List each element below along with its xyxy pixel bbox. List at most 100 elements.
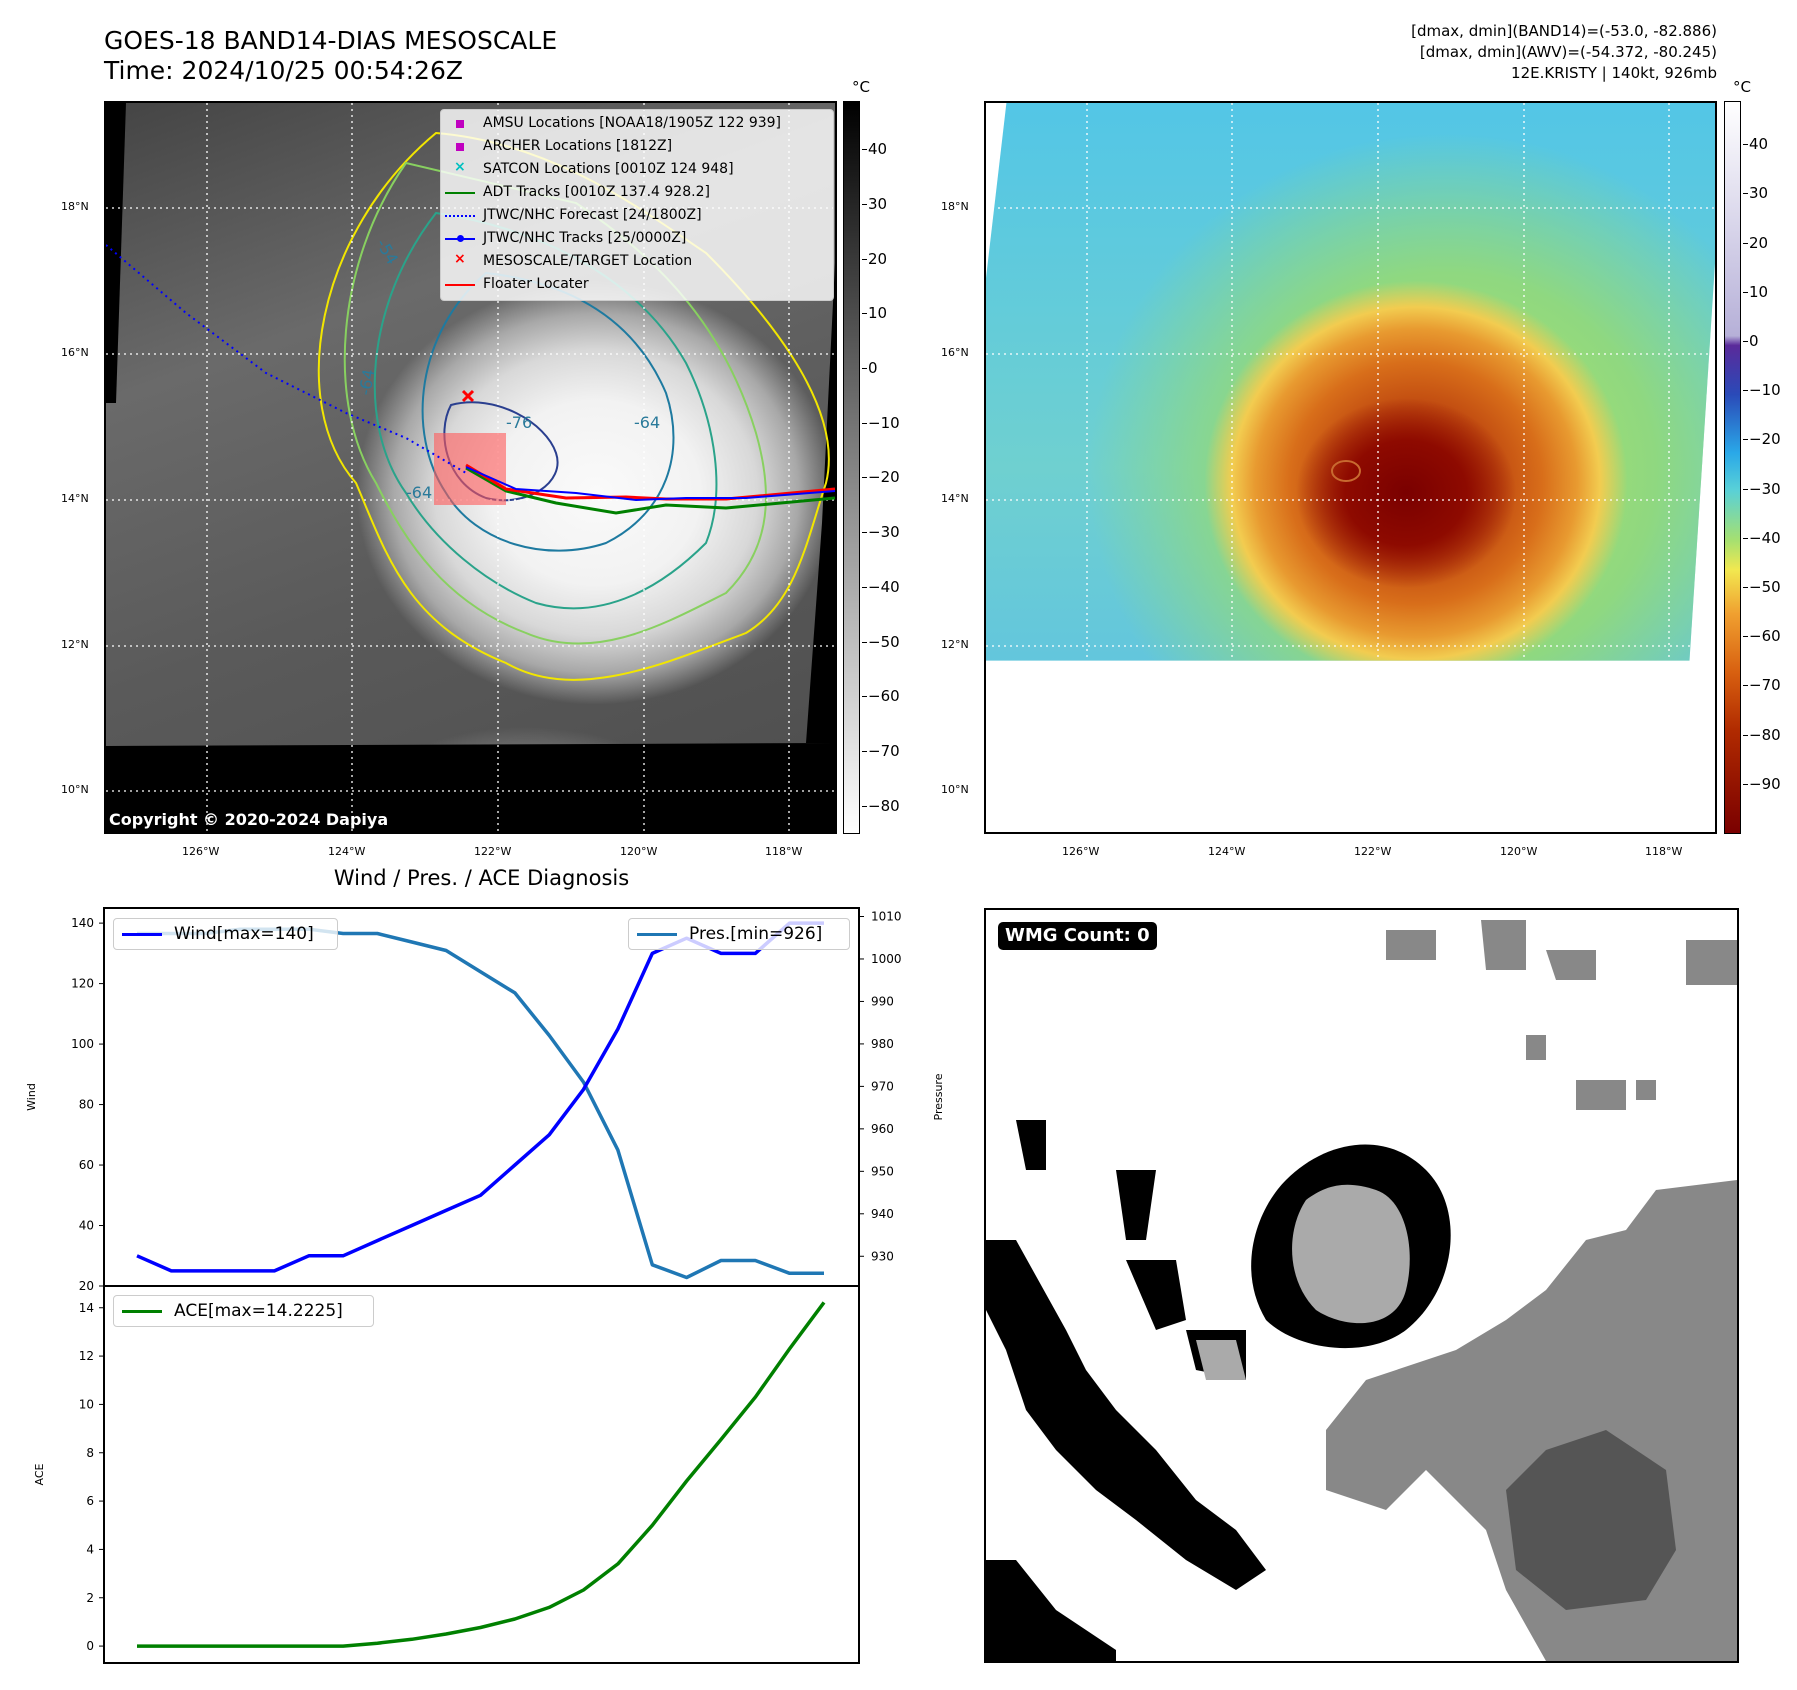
ir-colorbar-tick-5: −10 xyxy=(862,413,900,432)
wind-legend: Wind[max=140] xyxy=(113,918,338,950)
forecast-dotted-icon xyxy=(445,215,475,217)
awv-colorbar-tick-12: −80 xyxy=(1743,725,1781,744)
awv-colorbar-tick-7: −30 xyxy=(1743,479,1781,498)
pressure-series-line xyxy=(137,927,824,1280)
ace-ytick-label-4: 4 xyxy=(86,1542,94,1556)
awv-lat-12: 12°N xyxy=(941,638,969,651)
awv-lat-14: 14°N xyxy=(941,492,969,505)
pressure-legend: Pres.[min=926] xyxy=(628,918,850,950)
wind-ytick-label-140: 140 xyxy=(71,916,94,930)
pressure-legend-label: Pres.[min=926] xyxy=(689,924,823,944)
ir-lon-122: 122°W xyxy=(474,845,512,858)
amsu-square-icon xyxy=(456,120,464,128)
wmg-light-patch xyxy=(1196,1340,1246,1380)
ir-colorbar-tick-4: 0 xyxy=(862,359,878,378)
pressure-ytick-label-1000: 1000 xyxy=(871,952,902,966)
wind-legend-label: Wind[max=140] xyxy=(174,924,314,944)
diagnosis-title: Wind / Pres. / ACE Diagnosis xyxy=(333,866,630,890)
awv-lon-118: 118°W xyxy=(1645,845,1683,858)
awv-lon-126: 126°W xyxy=(1062,845,1100,858)
ir-colorbar-tick-7: −30 xyxy=(862,523,900,542)
ir-contour-blue xyxy=(421,271,675,552)
ace-ytick-label-6: 6 xyxy=(86,1494,94,1508)
wind-axes-frame xyxy=(103,907,860,1287)
awv-lat-18: 18°N xyxy=(941,200,969,213)
pressure-ytick-label-930: 930 xyxy=(871,1249,894,1263)
contour-label-1: -64 xyxy=(355,368,378,397)
ace-legend-label: ACE[max=14.2225] xyxy=(174,1301,343,1321)
ace-legend-line-icon xyxy=(122,1310,162,1313)
ir-colorbar-tick-6: −20 xyxy=(862,468,900,487)
awv-colorbar-tick-13: −90 xyxy=(1743,774,1781,793)
ir-lon-124: 124°W xyxy=(328,845,366,858)
ace-series-line xyxy=(137,1301,826,1648)
ir-lon-120: 120°W xyxy=(620,845,658,858)
ir-lat-10: 10°N xyxy=(61,783,89,796)
wmg-black-band xyxy=(986,1240,1266,1590)
awv-colorbar-unit: °C xyxy=(1733,78,1751,96)
awv-graticule xyxy=(986,103,1715,746)
ir-colorbar-unit: °C xyxy=(852,78,870,96)
awv-colorbar-tick-1: 30 xyxy=(1742,184,1769,203)
floater-line-icon xyxy=(445,284,475,286)
awv-lon-122: 122°W xyxy=(1354,845,1392,858)
mesoscale-x-icon: × xyxy=(454,251,466,267)
awv-map xyxy=(984,101,1717,834)
jtwc-dot-icon xyxy=(457,235,464,242)
awv-colorbar-tick-8: −40 xyxy=(1743,528,1781,547)
pressure-ytick-label-980: 980 xyxy=(871,1037,894,1051)
wind-axis-label: Wind xyxy=(25,1083,38,1111)
ace-ytick-label-10: 10 xyxy=(79,1397,94,1411)
contour-label-5: -64 xyxy=(406,483,432,502)
wmg-eye-region xyxy=(1292,1184,1410,1324)
ir-lat-16: 16°N xyxy=(61,346,89,359)
awv-imagery xyxy=(986,103,1715,661)
jtwc-track xyxy=(465,466,835,502)
ace-ytick-label-8: 8 xyxy=(86,1446,94,1460)
wmg-black-corner xyxy=(986,1560,1116,1661)
wmg-darkgray-region xyxy=(1506,1430,1676,1610)
ir-colorbar-tick-12: −80 xyxy=(862,796,900,815)
ace-legend: ACE[max=14.2225] xyxy=(113,1295,374,1327)
wmg-classification xyxy=(986,920,1737,1661)
figure-title: GOES-18 BAND14-DIAS MESOSCALE xyxy=(104,26,558,55)
wind-series-line xyxy=(136,921,824,1273)
ace-ytick-label-14: 14 xyxy=(79,1301,94,1315)
ace-ytick-label-12: 12 xyxy=(79,1349,94,1363)
ir-contour-teal xyxy=(373,211,718,610)
awv-colorbar-tick-6: −20 xyxy=(1743,430,1781,449)
awv-colorbar-tick-10: −60 xyxy=(1743,627,1781,646)
ir-lon-118: 118°W xyxy=(765,845,803,858)
dmax-band14: [dmax, dmin](BAND14)=(-53.0, -82.886) xyxy=(1411,22,1717,40)
ir-satellite-map: -64 -64 -54 -76 -64 AMSU Locations [NOAA… xyxy=(104,101,837,834)
awv-colorbar-tick-11: −70 xyxy=(1743,676,1781,695)
ir-colorbar-tick-3: 10 xyxy=(861,304,888,323)
ir-colorbar-tick-10: −60 xyxy=(862,687,900,706)
wind-ytick-label-60: 60 xyxy=(79,1158,94,1172)
ir-lon-126: 126°W xyxy=(182,845,220,858)
awv-colorbar-tick-2: 20 xyxy=(1742,233,1769,252)
ace-ytick-label-0: 0 xyxy=(86,1639,94,1653)
ir-colorbar-tick-0: 40 xyxy=(861,140,888,159)
ace-axes-frame xyxy=(103,1285,860,1664)
pressure-ytick-label-1010: 1010 xyxy=(871,909,902,923)
pressure-ytick-label-960: 960 xyxy=(871,1122,894,1136)
wmg-panel: WMG Count: 0 xyxy=(984,908,1739,1663)
adt-line-icon xyxy=(445,192,475,194)
ir-map-legend: AMSU Locations [NOAA18/1905Z 122 939] AR… xyxy=(440,109,834,301)
wind-ytick-label-20: 20 xyxy=(79,1279,94,1293)
wmg-count-badge: WMG Count: 0 xyxy=(998,922,1157,950)
ir-colorbar-tick-11: −70 xyxy=(862,741,900,760)
wind-ytick-label-80: 80 xyxy=(79,1098,94,1112)
wind-ytick-label-120: 120 xyxy=(71,977,94,991)
ir-colorbar-tick-9: −50 xyxy=(862,632,900,651)
awv-colorbar-tick-5: −10 xyxy=(1743,381,1781,400)
ir-nodata-bottom xyxy=(106,743,835,832)
contour-label-2: -64 xyxy=(634,413,660,432)
awv-colorbar-tick-0: 40 xyxy=(1742,135,1769,154)
satcon-x-icon: × xyxy=(454,159,466,175)
jtwc-forecast-track xyxy=(106,244,467,474)
wind-legend-line-icon xyxy=(122,933,162,936)
ir-contour-lightgreen xyxy=(343,161,767,645)
awv-lon-124: 124°W xyxy=(1208,845,1246,858)
